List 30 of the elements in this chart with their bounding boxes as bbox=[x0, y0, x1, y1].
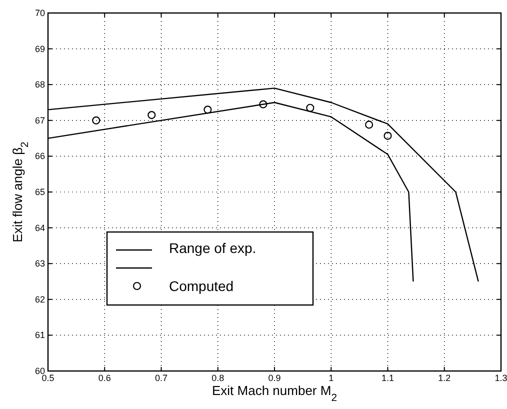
y-tick-label: 65 bbox=[34, 187, 45, 197]
x-tick-label: 0.9 bbox=[268, 373, 281, 383]
point bbox=[384, 132, 392, 140]
point bbox=[365, 120, 374, 129]
y-tick-label: 67 bbox=[34, 115, 45, 126]
y-tick-label: 68 bbox=[34, 80, 45, 90]
point bbox=[306, 104, 314, 112]
y-tick-label: 61 bbox=[34, 330, 45, 340]
x-tick-label: 1 bbox=[328, 373, 334, 383]
x-tick-label: 1.2 bbox=[438, 373, 451, 383]
point bbox=[92, 116, 100, 124]
legend-label: Range of exp. bbox=[169, 240, 256, 256]
y-tick-label: 66 bbox=[34, 151, 45, 162]
y-tick-label: 63 bbox=[34, 258, 45, 269]
y-tick-label: 69 bbox=[34, 44, 45, 54]
point bbox=[148, 110, 156, 120]
x-axis-title: Exit Mach number M$_{2}$ bbox=[212, 383, 338, 404]
y-tick-label: 60 bbox=[34, 366, 45, 376]
x-tick-label: 0.7 bbox=[154, 373, 168, 383]
legend-label: Computed bbox=[169, 278, 234, 294]
point bbox=[204, 106, 212, 114]
x-tick-label: 0.8 bbox=[212, 373, 224, 383]
y-tick-label: 64 bbox=[34, 222, 45, 233]
x-tick-label: 1.1 bbox=[381, 373, 394, 383]
x-tick-label: 1.3 bbox=[494, 373, 507, 383]
y-tick-label: 70 bbox=[34, 8, 45, 18]
x-tick-label: 0.5 bbox=[42, 373, 54, 383]
x-tick-label: 0.6 bbox=[98, 373, 111, 383]
y-tick-label: 62 bbox=[34, 294, 45, 304]
point bbox=[259, 100, 268, 108]
